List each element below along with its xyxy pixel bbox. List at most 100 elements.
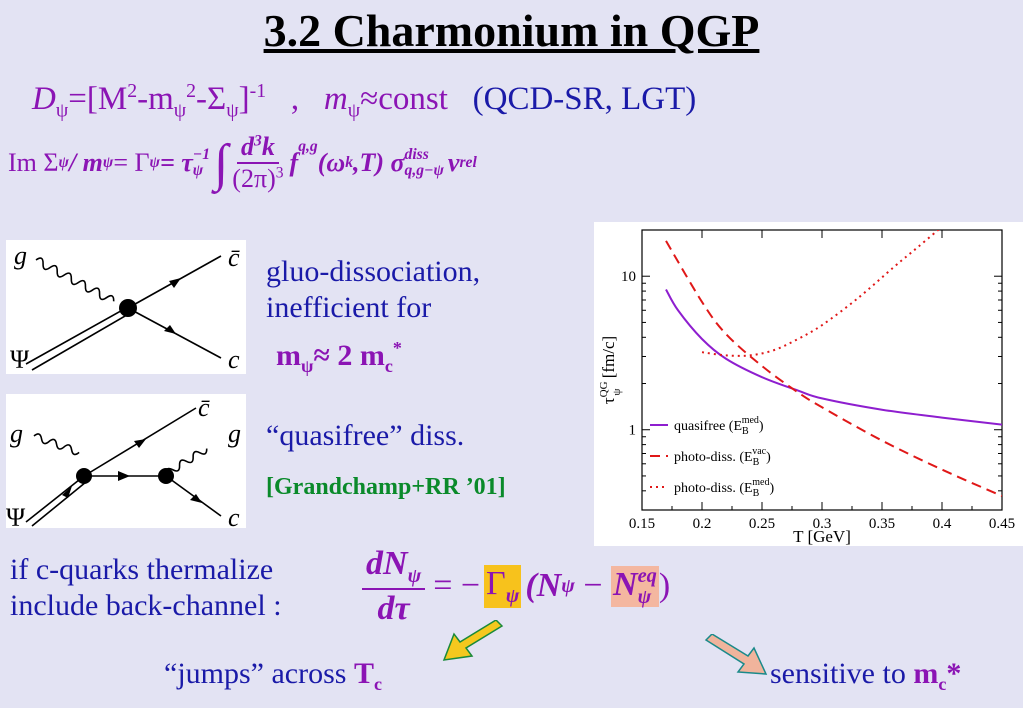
yellow-arrow-icon xyxy=(442,620,504,661)
eq1-sup2b: 2 xyxy=(186,80,197,102)
gluo-mass-relation: mψ≈ 2 mc* xyxy=(276,330,480,384)
eq2-eq-tau: = τ xyxy=(159,148,193,177)
eq2-v-sub: rel xyxy=(459,154,477,171)
rate-num: dN xyxy=(366,545,408,582)
diag1-cbar-label: c̄ xyxy=(228,243,240,272)
eq2-integral: ∫ xyxy=(214,134,229,192)
rate-gamma-highlight: Γψ xyxy=(484,565,522,608)
eq2-den-sup: 3 xyxy=(275,164,284,182)
eq2-psi1: ψ xyxy=(58,154,69,171)
x-axis-label: T [GeV] xyxy=(793,527,851,546)
eq2-sigma-sup: diss xyxy=(404,146,429,164)
eq1-sep: , xyxy=(290,81,300,117)
eq2-num-k: k xyxy=(261,132,275,161)
gluo-line2: inefficient for xyxy=(266,291,432,324)
series-line-solid xyxy=(665,288,1002,426)
y-axis-label: τQGψ [fm/c] xyxy=(598,336,623,404)
eq2-sigma-sub: q,g−ψ xyxy=(404,162,444,179)
eq2-eq-gamma: = Γ xyxy=(113,148,150,177)
rate-neq-sub: ψ xyxy=(637,585,652,608)
diag2-g-right-label: g xyxy=(228,419,241,448)
eq2-v: v xyxy=(447,148,460,177)
x-tick-label: 0.4 xyxy=(933,516,952,532)
rate-minus: − xyxy=(574,567,612,605)
back-line2: include back-channel : xyxy=(10,589,282,622)
gluo-mc-sub: c xyxy=(384,356,393,376)
eq2-lhs: Im Σ xyxy=(8,148,59,177)
eq2-num-d: d xyxy=(241,132,255,161)
sensitive-text: sensitive to mc* xyxy=(770,656,961,702)
sensitive-label: sensitive to xyxy=(770,657,914,690)
diag1-psi-label: Ψ xyxy=(10,345,30,374)
x-tick-label: 0.2 xyxy=(693,516,712,532)
eq1-sigma-sub: ψ xyxy=(226,99,239,122)
jumps-T: T xyxy=(353,657,374,690)
gluo-dissociation-text: gluo-dissociation, inefficient for mψ≈ 2… xyxy=(266,254,480,384)
jumps-label: “jumps” across xyxy=(164,657,354,690)
rate-paren-close: ) xyxy=(658,567,671,605)
eq1-mid: =[M xyxy=(68,81,128,117)
rate-n-sub: ψ xyxy=(561,574,575,597)
eq2-psi3: ψ xyxy=(149,154,160,171)
quasifree-svg: g g c̄ Ψ c xyxy=(6,393,241,532)
eq2-num-sup: 3 xyxy=(254,132,262,150)
page-title: 3.2 Charmonium in QGP xyxy=(263,5,760,56)
diag1-c-label: c xyxy=(228,345,240,374)
y-tick-label: 10 xyxy=(621,269,636,285)
eq1-approx: ≈const xyxy=(360,81,448,117)
gluo-dissociation-svg: g c̄ Ψ c xyxy=(10,241,240,374)
lifetime-chart: 0.15 0.2 0.25 0.3 0.35 0.4 0.45 1 10 T [GeV] τQGψ … xyxy=(594,222,1023,546)
rate-num-sub: ψ xyxy=(407,564,422,587)
chart-frame xyxy=(641,229,1003,511)
diag2-cbar-label: c̄ xyxy=(198,394,210,422)
eq1-close: ] xyxy=(238,81,250,117)
y-tick-label: 1 xyxy=(629,423,637,439)
sensitive-m: m xyxy=(913,657,939,690)
sensitive-m-sub: c xyxy=(938,674,947,694)
gluo-m: m xyxy=(276,339,301,372)
series-line-dashed xyxy=(665,240,1002,497)
gluo-line1: gluo-dissociation, xyxy=(266,255,481,288)
eq2-tau-sup: −1 xyxy=(192,146,211,164)
jumps-text: “jumps” across Tc xyxy=(164,656,382,702)
gluon-in-line xyxy=(33,433,80,456)
jumps-T-sub: c xyxy=(373,674,382,694)
legend-entry-dashed: photo-diss. (EBvac) xyxy=(674,446,771,468)
eq1-m-sub: ψ xyxy=(173,99,187,122)
eq1-lhs-sub: ψ xyxy=(55,99,69,122)
eq1-lhs: D xyxy=(32,81,56,117)
eq1-minus-m: -m xyxy=(137,81,174,117)
rate-eq: = − xyxy=(433,567,481,605)
diag2-g-left-label: g xyxy=(10,419,23,448)
reference-label: [Grandchamp+RR ’01] xyxy=(266,474,506,500)
x-tick-label: 0.15 xyxy=(629,516,655,532)
quasifree-text: “quasifree” diss. xyxy=(266,419,465,452)
series-line-dotted xyxy=(701,230,940,357)
eq1-sup2: 2 xyxy=(127,80,138,102)
legend-entry-dotted: photo-diss. (EBmed) xyxy=(674,477,774,499)
gluon-out-line xyxy=(165,448,208,475)
rate-den: dτ xyxy=(377,589,410,627)
eq2-f: f xyxy=(289,148,299,177)
diag1-g-label: g xyxy=(14,241,27,270)
diag2-psi-label: Ψ xyxy=(6,503,26,528)
sensitive-star: * xyxy=(946,657,962,690)
back-channel-text: if c-quarks thermalize include back-chan… xyxy=(10,552,282,624)
eq2-args-rest: ,T) σ xyxy=(352,148,405,177)
quasifree-diagram: g g c̄ Ψ c xyxy=(6,393,246,532)
propagator-equation: Dψ=[M2-mψ2-Σψ]-1 , mψ≈const (QCD-SR, LGT… xyxy=(32,80,696,123)
gluo-star: * xyxy=(392,338,402,358)
eq2-args-sub: k xyxy=(345,154,353,171)
eq2-psi4: ψ xyxy=(192,162,204,179)
pink-arrow-icon xyxy=(704,634,768,675)
eq1-m2-sub: ψ xyxy=(347,99,361,122)
x-tick-label: 0.25 xyxy=(749,516,775,532)
eq2-den: (2π) xyxy=(232,164,276,193)
lifetime-chart-svg: 0.15 0.2 0.25 0.3 0.35 0.4 0.45 1 10 T [GeV] τQGψ … xyxy=(598,229,1015,546)
diag2-c-label: c xyxy=(228,503,240,528)
eq1-m2: m xyxy=(323,81,348,117)
rate-neq-sup: eq xyxy=(637,565,657,588)
rate-gamma-sub: ψ xyxy=(505,584,520,607)
eq2-psi2: ψ xyxy=(102,154,114,171)
